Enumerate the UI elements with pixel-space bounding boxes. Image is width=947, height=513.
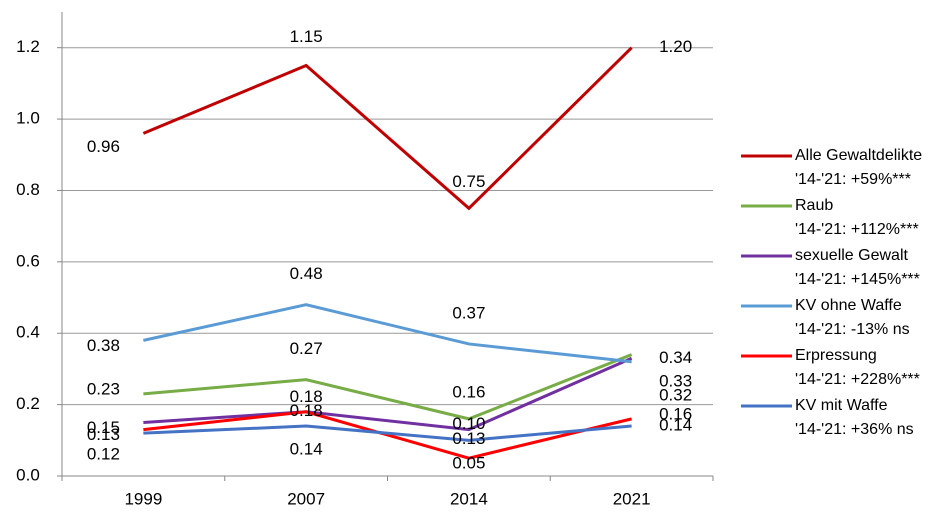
x-tick-label: 2014 <box>450 489 488 508</box>
series-line <box>143 356 633 432</box>
legend-label: Alle Gewaltdelikte <box>795 147 922 164</box>
legend-note: '14-'21: -13% ns <box>795 321 910 338</box>
series-line <box>143 410 632 460</box>
y-tick-label: 0.2 <box>16 394 40 413</box>
data-label: 0.14 <box>290 440 323 459</box>
series-line <box>143 424 632 442</box>
legend-note: '14-'21: +145%*** <box>795 271 920 288</box>
y-tick-label: 1.2 <box>16 37 40 56</box>
legend-label: sexuelle Gewalt <box>795 247 909 264</box>
legend-note: '14-'21: +59%*** <box>795 171 911 188</box>
data-label: 0.37 <box>452 303 485 322</box>
series-line <box>143 303 632 364</box>
series-line <box>143 353 633 421</box>
y-tick-label: 0.8 <box>16 180 40 199</box>
y-tick-label: 0.0 <box>16 465 40 484</box>
data-label: 0.16 <box>659 404 692 423</box>
legend-note: '14-'21: +36% ns <box>795 421 914 438</box>
data-label: 0.27 <box>290 339 323 358</box>
data-label: 0.96 <box>87 137 120 156</box>
series-line <box>142 46 633 211</box>
data-label: 0.38 <box>87 336 120 355</box>
data-label: 0.10 <box>452 414 485 433</box>
y-tick-label: 0.4 <box>16 323 40 342</box>
y-tick-label: 0.6 <box>16 251 40 270</box>
legend-label: KV ohne Waffe <box>795 297 902 314</box>
data-label: 0.05 <box>452 454 485 473</box>
legend-note: '14-'21: +112%*** <box>795 221 919 238</box>
legend-note: '14-'21: +228%*** <box>795 371 920 388</box>
data-label: 0.18 <box>290 387 323 406</box>
data-label: 1.15 <box>290 27 323 46</box>
data-label: 0.12 <box>87 445 120 464</box>
data-label: 0.23 <box>87 379 120 398</box>
legend-label: Erpressung <box>795 347 877 364</box>
data-label: 0.34 <box>659 348 692 367</box>
x-tick-label: 2021 <box>613 489 651 508</box>
y-tick-label: 1.0 <box>16 109 40 128</box>
data-label: 0.32 <box>659 385 692 404</box>
legend-label: KV mit Waffe <box>795 397 888 414</box>
legend-label: Raub <box>795 197 833 214</box>
data-label: 1.20 <box>659 37 692 56</box>
data-label: 0.15 <box>87 418 120 437</box>
data-label: 0.75 <box>452 172 485 191</box>
data-label: 0.33 <box>659 372 692 391</box>
x-tick-label: 1999 <box>124 489 162 508</box>
data-label: 0.18 <box>290 401 323 420</box>
data-label: 0.13 <box>452 429 485 448</box>
data-label: 0.48 <box>290 264 323 283</box>
data-label: 0.13 <box>87 425 120 444</box>
x-tick-label: 2007 <box>287 489 325 508</box>
data-label: 0.16 <box>452 382 485 401</box>
data-label: 0.14 <box>659 416 692 435</box>
